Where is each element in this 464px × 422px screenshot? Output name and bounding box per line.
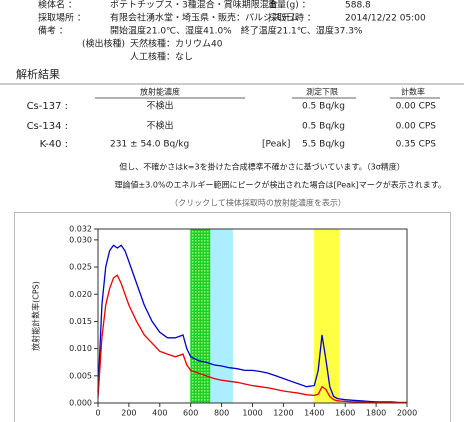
info-value: 人工核種：なし: [130, 51, 193, 63]
y-axis-label: 放射能計数率(CPS): [31, 281, 41, 351]
info-value: 開始温度21.0℃、湿度41.0% 終了温度21.1℃、湿度37.3%: [110, 25, 363, 37]
column-header: 計数率: [401, 87, 425, 97]
plot-bg: [98, 229, 407, 403]
info-label: 検体名 ：: [38, 0, 77, 11]
info-value: ポテトチップス・3種混合・賞味期限混合: [110, 0, 278, 11]
x-tick-label: 600: [183, 409, 198, 418]
y-tick-label: 0.005: [69, 371, 92, 380]
x-tick-label: 800: [214, 409, 229, 418]
x-tick-label: 0: [95, 409, 100, 418]
energy-band: [313, 228, 340, 404]
y-tick-label: 0.032: [69, 225, 92, 234]
x-tick-label: 1000: [242, 409, 262, 418]
info-label: 備考 ：: [38, 25, 68, 37]
chart: 0.000 0.005 0.010 0.015 0.020 0.025 0.0300.032…: [31, 225, 418, 418]
y-tick-label: 0.020: [69, 290, 92, 299]
info-label: 重量(g) ：: [268, 0, 311, 11]
nuclide: Cs-134 :: [27, 121, 68, 132]
x-tick-label: 2000: [397, 409, 417, 418]
section-title: 解析結果: [16, 67, 60, 81]
concentration: 不検出: [146, 100, 173, 112]
y-tick-label: 0.030: [69, 235, 92, 244]
count-rate: 0.00 CPS: [396, 102, 437, 112]
x-tick-label: 1400: [304, 409, 324, 418]
energy-band: [210, 228, 233, 404]
nuclide: K-40 :: [40, 139, 68, 150]
info-value: 天然核種：カリウム40: [130, 38, 223, 50]
series-line: [97, 274, 407, 404]
nuclide: Cs-137 :: [27, 101, 68, 112]
count-rate: 0.35 CPS: [396, 140, 437, 150]
peak-mark: [Peak]: [262, 140, 290, 150]
x-tick-label: 400: [152, 409, 167, 418]
detection-limit: 0.5 Bq/kg: [302, 122, 345, 132]
note: 但し、不確かさはk=3を掛けた合成標準不確かさに基づいています。（3σ精度）: [119, 162, 405, 172]
info-label: 採取場所 ：: [38, 12, 86, 24]
detection-limit: 0.5 Bq/kg: [302, 102, 345, 112]
detection-limit: 5.5 Bq/kg: [302, 140, 345, 150]
info-label: 採取日時 ：: [268, 12, 316, 24]
info-value: 有限会社湧水堂・埼玉県・販売：パルシステム: [110, 12, 299, 24]
results-table: 放射能濃度 測定下限 計数率 Cs-137 : 不検出 0.5 Bq/kg 0.…: [27, 87, 440, 150]
y-tick-label: 0.025: [69, 263, 92, 272]
info-value: 2014/12/22 05:00: [345, 14, 426, 24]
series-line: [97, 244, 407, 404]
x-tick-label: 1200: [273, 409, 293, 418]
count-rate: 0.00 CPS: [396, 122, 437, 132]
plot-border: [97, 228, 408, 404]
concentration: 231 ± 54.0 Bq/kg: [110, 140, 189, 150]
column-header: 放射能濃度: [140, 87, 180, 97]
y-tick-label: 0.015: [69, 317, 92, 326]
x-tick-label: 200: [121, 409, 136, 418]
concentration: 不検出: [146, 120, 173, 132]
sample-info: 検体名 ： ポテトチップス・3種混合・賞味期限混合 重量(g) ： 588.8 …: [38, 0, 426, 63]
info-label: (検出核種): [82, 38, 125, 50]
y-tick-label: 0.010: [69, 344, 92, 353]
y-tick-label: 0.000: [69, 399, 92, 408]
info-value: 588.8: [345, 1, 371, 11]
column-header: 測定下限: [306, 87, 338, 97]
link[interactable]: （クリックして検体採取時の放射能濃度を表示）: [170, 198, 346, 208]
x-tick-label: 1800: [366, 409, 386, 418]
note: 理論値±3.0%のエネルギー範囲にピークが検出された場合は[Peak]マークが表…: [115, 180, 446, 190]
x-tick-label: 1600: [335, 409, 355, 418]
